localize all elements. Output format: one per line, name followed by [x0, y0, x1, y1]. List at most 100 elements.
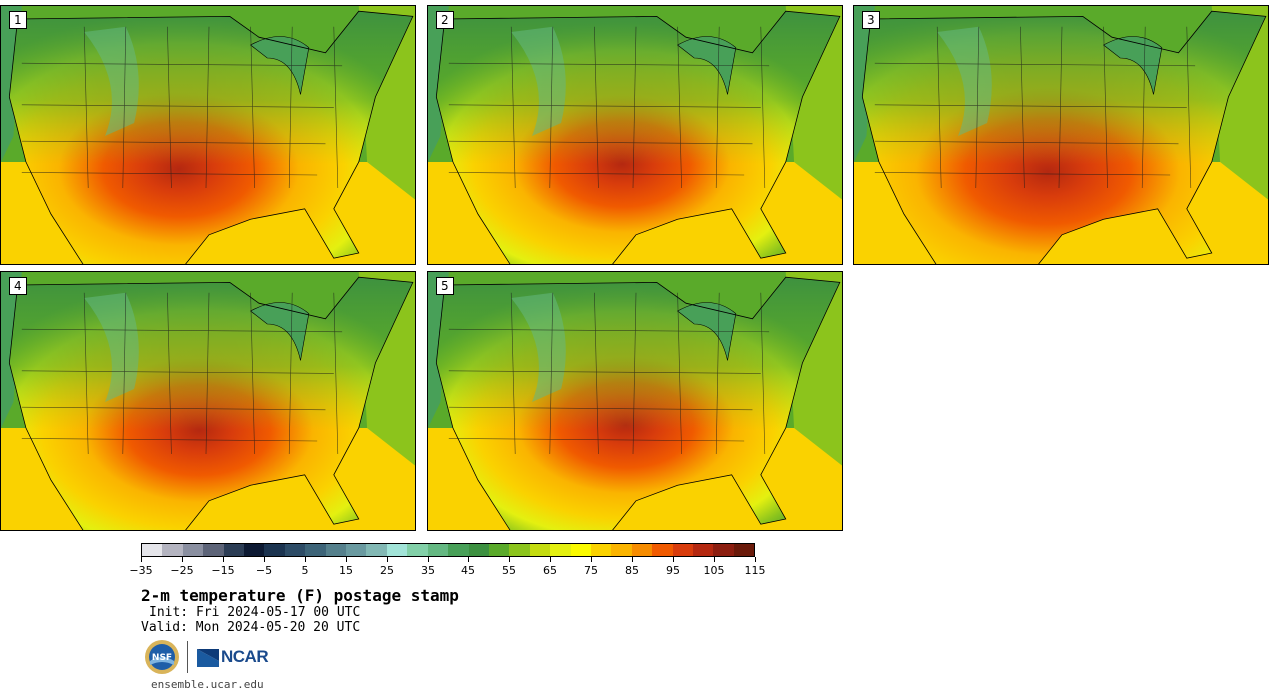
colorbar-swatch [550, 544, 571, 556]
state-borders [21, 292, 343, 455]
colorbar-swatch [509, 544, 530, 556]
great-lakes [250, 36, 310, 95]
colorbar-tick-label: 95 [666, 564, 680, 577]
colorbar [141, 543, 755, 557]
colorbar-swatch [733, 544, 755, 556]
colorbar-tick [509, 557, 510, 562]
colorbar-tick [755, 557, 756, 562]
site-url: ensemble.ucar.edu [151, 678, 264, 691]
temperature-map [854, 6, 1268, 264]
panel-number: 1 [9, 11, 27, 29]
colorbar-tick-label: −25 [170, 564, 194, 577]
logo-divider [187, 641, 188, 673]
colorbar-swatch [325, 544, 347, 556]
colorbar-swatch [386, 544, 408, 556]
colorbar-tick-label: 65 [543, 564, 557, 577]
colorbar-tick [182, 557, 183, 562]
map-panel-2: 2 [427, 5, 843, 265]
colorbar-swatch [570, 544, 591, 556]
colorbar-tick [387, 557, 388, 562]
colorbar-swatch [346, 544, 367, 556]
colorbar-tick [428, 557, 429, 562]
colorbar-swatch [427, 544, 449, 556]
valid-time: Valid: Mon 2024-05-20 20 UTC [141, 620, 361, 635]
coastline [435, 10, 841, 264]
great-lakes [1103, 36, 1163, 95]
colorbar-tick-label: −5 [255, 564, 273, 577]
colorbar-swatch [631, 544, 653, 556]
ncar-logo-icon [197, 649, 219, 667]
colorbar-tick [673, 557, 674, 562]
coastline [8, 276, 414, 530]
colorbar-tick [714, 557, 715, 562]
colorbar-swatch [223, 544, 245, 556]
colorbar-swatch [468, 544, 489, 556]
colorbar-tick-label: 45 [461, 564, 475, 577]
great-lakes [677, 302, 737, 361]
colorbar-tick [550, 557, 551, 562]
panel-number: 4 [9, 277, 27, 295]
colorbar-tick-label: 15 [339, 564, 353, 577]
colorbar-swatch [182, 544, 204, 556]
colorbar-swatch [407, 544, 428, 556]
coastline [861, 10, 1267, 264]
colorbar-ticks: −35 −25 −15 −5 5 15 25 35 45 55 65 75 85 95 105 115 [129, 557, 766, 579]
colorbar-tick [632, 557, 633, 562]
map-panel-5: 5 [427, 271, 843, 531]
colorbar-swatch [488, 544, 510, 556]
colorbar-tick-label: 75 [584, 564, 598, 577]
colorbar-swatch [244, 544, 265, 556]
colorbar-swatch [672, 544, 693, 556]
colorbar-swatch [448, 544, 469, 556]
temperature-map [1, 6, 415, 264]
great-lakes [677, 36, 737, 95]
colorbar-tick-label: 115 [744, 564, 766, 577]
great-lakes [250, 302, 310, 361]
temperature-map [428, 272, 842, 530]
coastline [435, 276, 841, 530]
map-panel-1: 1 [0, 5, 416, 265]
colorbar-tick [346, 557, 347, 562]
colorbar-tick [305, 557, 306, 562]
colorbar-tick [141, 557, 142, 562]
colorbar-swatch [284, 544, 306, 556]
logos: NSF NCAR [144, 639, 269, 675]
colorbar-swatch [203, 544, 224, 556]
map-panel-3: 3 [853, 5, 1269, 265]
temperature-map [1, 272, 415, 530]
state-borders [21, 26, 343, 189]
state-borders [874, 26, 1196, 189]
colorbar-tick [223, 557, 224, 562]
panel-number: 3 [862, 11, 880, 29]
colorbar-tick-label: 55 [502, 564, 516, 577]
panel-number: 5 [436, 277, 454, 295]
colorbar-tick-label: −15 [211, 564, 235, 577]
colorbar-swatch [162, 544, 183, 556]
nsf-logo-text: NSF [152, 653, 172, 663]
init-time: Init: Fri 2024-05-17 00 UTC [149, 605, 361, 620]
colorbar-swatch [305, 544, 326, 556]
nsf-logo-icon: NSF [145, 640, 179, 674]
colorbar-tick [264, 557, 265, 562]
colorbar-swatch [652, 544, 673, 556]
colorbar-swatch [713, 544, 734, 556]
colorbar-swatch [264, 544, 285, 556]
temperature-map [428, 6, 842, 264]
ncar-logo-text: NCAR [221, 647, 269, 666]
colorbar-swatch [692, 544, 714, 556]
colorbar-tick [468, 557, 469, 562]
colorbar-tick-label: 85 [625, 564, 639, 577]
colorbar-tick-label: 5 [301, 564, 309, 577]
state-borders [448, 292, 770, 455]
map-panel-4: 4 [0, 271, 416, 531]
colorbar-swatch [611, 544, 632, 556]
colorbar-tick-label: 25 [380, 564, 394, 577]
colorbar-swatch [142, 544, 163, 556]
colorbar-tick-label: 35 [421, 564, 435, 577]
coastline [8, 10, 414, 264]
colorbar-tick-label: 105 [703, 564, 725, 577]
colorbar-swatch [590, 544, 612, 556]
colorbar-tick-label: −35 [129, 564, 153, 577]
figure-title: 2-m temperature (F) postage stamp [141, 586, 459, 605]
colorbar-tick [591, 557, 592, 562]
